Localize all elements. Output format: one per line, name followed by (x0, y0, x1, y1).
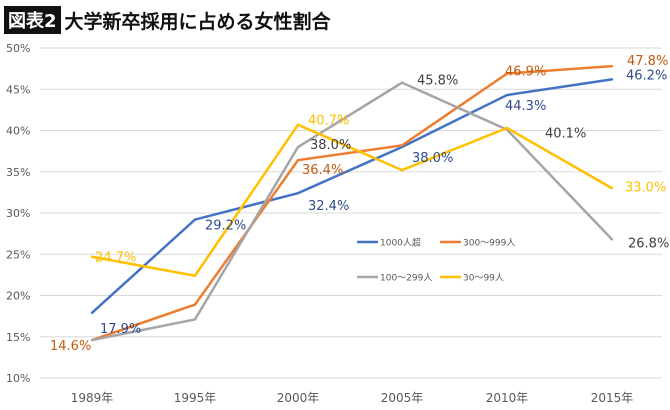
x-tick-label: 2010年 (486, 391, 529, 405)
y-tick-label: 35% (6, 166, 30, 179)
data-label: 36.4% (302, 163, 343, 178)
title-text: 大学新卒採用に占める女性割合 (64, 10, 331, 33)
data-point (296, 192, 300, 195)
y-tick-label: 30% (6, 207, 30, 220)
y-tick-label: 40% (6, 125, 30, 138)
data-point (610, 187, 614, 190)
data-point (505, 126, 509, 130)
data-point (610, 64, 614, 68)
y-tick-label: 50% (6, 42, 30, 55)
data-label: 38.0% (310, 138, 351, 153)
data-point (505, 72, 509, 75)
series-line (91, 78, 613, 314)
data-label: 47.8% (627, 54, 668, 69)
data-label: 17.9% (100, 322, 141, 337)
data-point (610, 78, 614, 81)
data-point (296, 123, 300, 126)
data-point (90, 338, 94, 342)
x-tick-label: 1989年 (71, 391, 114, 405)
data-point (505, 93, 509, 97)
y-tick-label: 25% (6, 248, 30, 261)
data-label: 45.8% (417, 74, 458, 89)
data-label: 40.1% (545, 127, 586, 142)
legend-label: 300～999人 (463, 238, 515, 249)
x-tick-label: 2015年 (591, 391, 634, 405)
data-label: 29.2% (205, 219, 246, 234)
legend-label: 100～299人 (380, 273, 432, 284)
data-label: 46.2% (626, 68, 667, 83)
data-label: 24.7% (95, 251, 136, 266)
x-tick-label: 1995年 (174, 391, 217, 405)
series-line (91, 81, 613, 342)
data-label: 40.7% (308, 114, 349, 129)
y-tick-label: 15% (6, 331, 30, 344)
series-line (91, 123, 613, 278)
data-label: 46.9% (505, 65, 546, 80)
data-point (400, 144, 404, 147)
data-label: 14.6% (50, 339, 91, 354)
x-tick-label: 2005年 (381, 391, 424, 405)
data-point (296, 145, 300, 149)
data-point (296, 159, 300, 162)
data-point (193, 218, 197, 221)
legend-label: 1000人超 (380, 237, 421, 249)
data-point (193, 303, 197, 306)
data-point (90, 255, 94, 258)
data-label: 33.0% (625, 180, 666, 195)
data-label: 32.4% (308, 199, 349, 214)
data-point (610, 238, 614, 241)
data-label: 44.3% (505, 99, 546, 114)
figure-badge: 図表2 (4, 6, 61, 34)
y-tick-label: 10% (6, 372, 30, 385)
data-label: 26.8% (628, 236, 669, 251)
y-tick-label: 20% (6, 290, 30, 303)
data-label: 38.0% (412, 151, 453, 166)
x-tick-label: 2000年 (277, 391, 320, 405)
y-tick-label: 45% (6, 83, 30, 96)
data-point (400, 81, 404, 84)
data-point (400, 168, 404, 172)
data-point (193, 274, 197, 277)
data-point (90, 311, 94, 315)
chart-title: 図表2 大学新卒採用に占める女性割合 (4, 6, 331, 34)
series-line (91, 64, 613, 342)
data-point (193, 318, 197, 321)
legend-label: 30～99人 (463, 273, 504, 284)
